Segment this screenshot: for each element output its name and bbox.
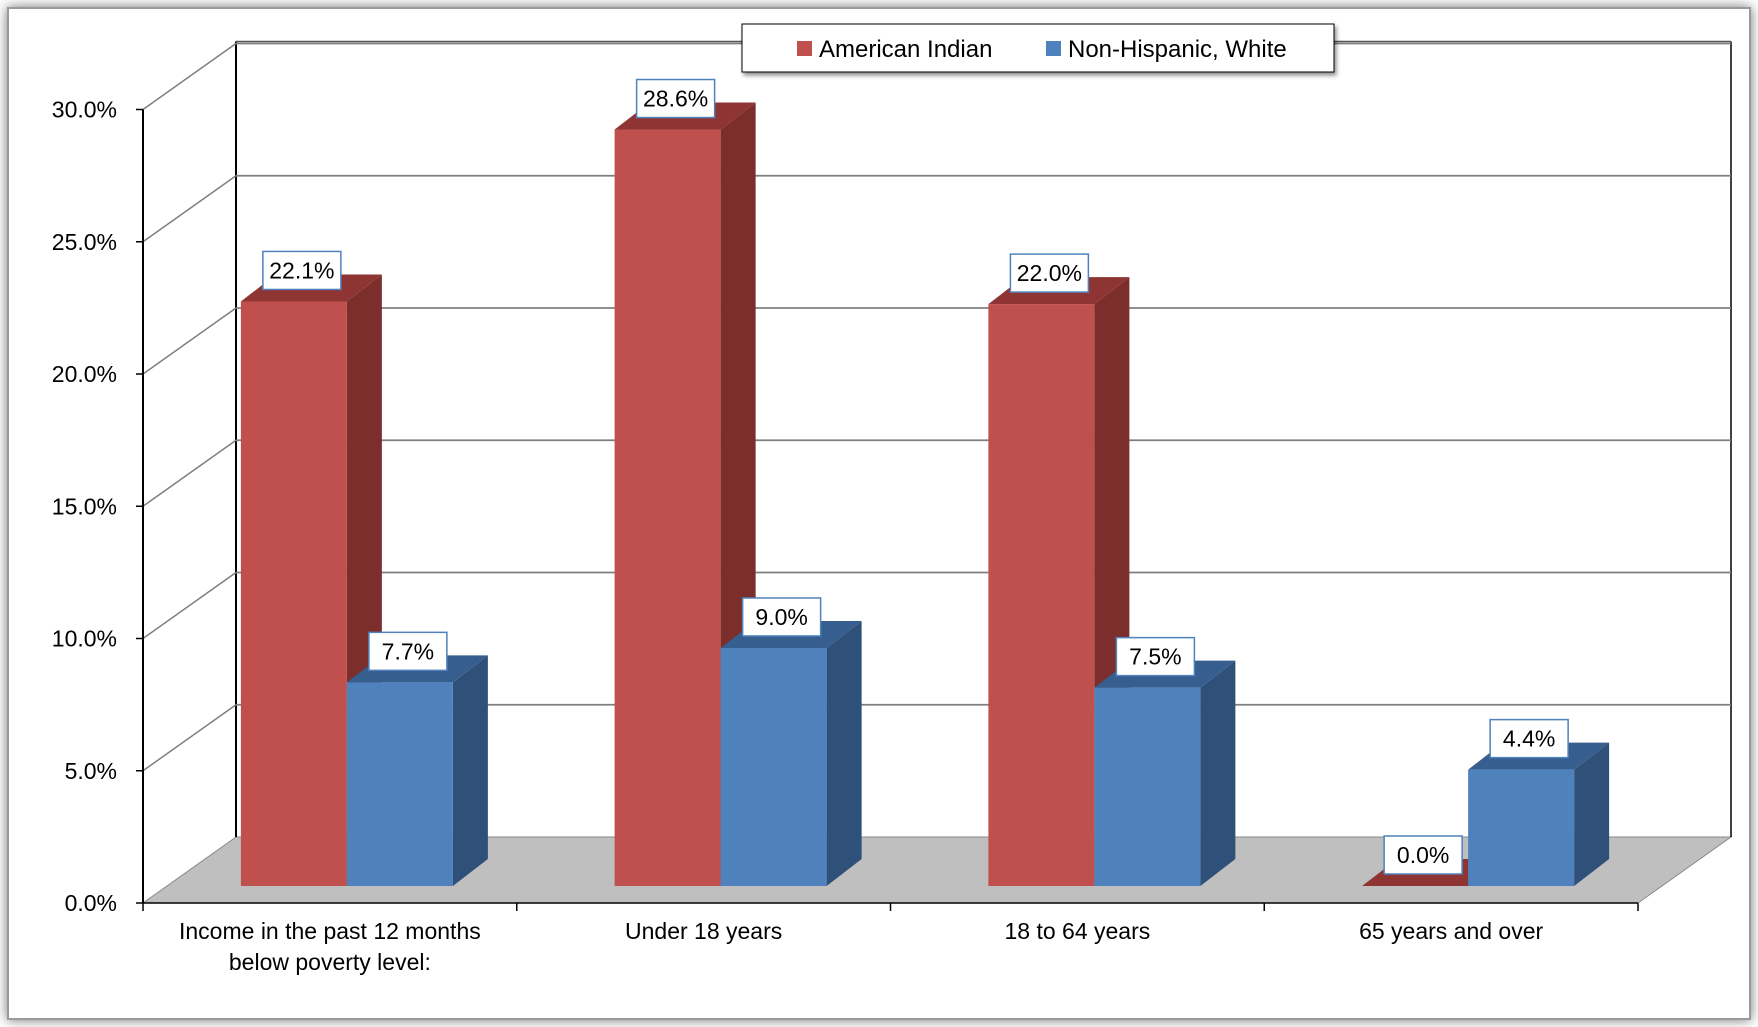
data-label-text: 0.0% (1397, 842, 1449, 868)
data-label-box (1489, 718, 1569, 759)
side-gridline (142, 704, 237, 772)
axis-layer: 0.0% 5.0% 10.0% 15.0% 20.0% 25.0% 30.0% Income … (52, 97, 1639, 975)
data-label: 7.7% (368, 631, 448, 672)
bar-front-face (614, 129, 721, 886)
bar-front-face (988, 304, 1095, 887)
data-label: 4.4% (1489, 718, 1569, 759)
y-tick-label: 20.0% (52, 361, 117, 387)
data-labels-layer: 22.1% 7.7% 28.6% 9.0% 22.0% 7.5% 0.0% 4.4% (262, 78, 1569, 875)
data-label: 22.1% (262, 250, 342, 291)
legend: American Indian Non-Hispanic, White (741, 23, 1335, 73)
data-label-box (368, 631, 448, 672)
data-label: 7.5% (1115, 636, 1196, 677)
legend-swatch (1046, 41, 1061, 56)
y-tick-label: 0.0% (65, 890, 117, 916)
legend-item: American Indian (797, 36, 992, 63)
data-label-box (635, 78, 716, 119)
bar-front-face (1468, 769, 1575, 886)
data-label-text: 7.5% (1129, 644, 1181, 670)
data-label-text: 22.1% (269, 257, 334, 283)
bar-american-indian (988, 277, 1130, 887)
y-tick-label: 30.0% (52, 97, 117, 123)
side-gridline (142, 439, 237, 507)
data-label-box (1383, 835, 1463, 875)
y-tick-label: 5.0% (65, 758, 117, 784)
legend-box (741, 23, 1335, 73)
bar-front-face (720, 647, 827, 886)
legend-label: American Indian (819, 36, 992, 63)
x-category-label: 18 to 64 years (1004, 918, 1150, 944)
bar-side-face (1574, 742, 1610, 886)
data-label: 22.0% (1009, 253, 1090, 293)
x-category-label: Under 18 years (625, 918, 782, 944)
bar-side-face (826, 620, 862, 886)
legend-item: Non-Hispanic, White (1046, 36, 1287, 63)
side-gridline (142, 175, 237, 243)
y-tick-label: 10.0% (52, 626, 117, 652)
data-label-text: 4.4% (1503, 726, 1555, 752)
bar-non-hispanic-white (1468, 742, 1610, 886)
legend-swatch (797, 41, 812, 56)
data-label: 28.6% (635, 78, 716, 119)
bar-american-indian (614, 102, 756, 886)
data-label-text: 7.7% (382, 638, 434, 664)
side-gridline (142, 42, 237, 111)
data-label-text: 28.6% (643, 86, 708, 112)
data-label-box (741, 597, 822, 637)
bar-side-face (452, 655, 488, 886)
x-category-label: 65 years and over (1359, 918, 1543, 944)
bar-non-hispanic-white (346, 655, 488, 886)
side-gridline (142, 571, 237, 640)
bar-side-face (1200, 660, 1236, 886)
legend-label: Non-Hispanic, White (1068, 36, 1287, 63)
bar-non-hispanic-white (720, 620, 862, 886)
side-gridline (142, 307, 237, 375)
data-label-box (1009, 253, 1090, 293)
data-label-box (262, 250, 342, 291)
data-label-text: 22.0% (1017, 260, 1082, 286)
y-tick-label: 25.0% (52, 229, 117, 255)
bar-front-face (346, 682, 453, 886)
bar-front-face (1094, 687, 1201, 886)
data-label: 0.0% (1383, 835, 1463, 875)
y-tick-label: 15.0% (52, 493, 117, 519)
x-category-label: Income in the past 12 months below povert… (179, 918, 481, 975)
data-label-text: 9.0% (755, 604, 807, 630)
data-label-box (1115, 636, 1196, 677)
data-label: 9.0% (741, 597, 822, 637)
bars-layer (240, 102, 1610, 887)
bar-non-hispanic-white (1094, 660, 1236, 886)
bar-front-face (240, 301, 347, 887)
